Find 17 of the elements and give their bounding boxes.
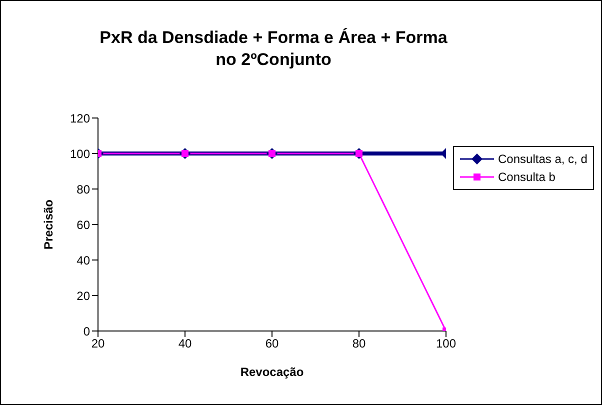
x-tick-label: 100 — [436, 336, 456, 351]
y-tick-label: 100 — [70, 146, 90, 161]
x-tick-label: 60 — [265, 336, 279, 351]
x-tick-label: 80 — [352, 336, 366, 351]
x-tick-label: 40 — [178, 336, 192, 351]
y-tick-label: 40 — [76, 253, 90, 268]
y-tick-label: 20 — [76, 288, 90, 303]
legend-label: Consultas a, c, d — [498, 151, 588, 168]
chart-title: PxR da Densdiade + Forma e Área + Forma no 2ºConjunto — [98, 27, 448, 71]
y-tick-label: 80 — [76, 182, 90, 196]
x-axis-title: Revocação — [240, 365, 304, 379]
y-axis-title: Precisão — [41, 199, 56, 250]
y-tick-label: 60 — [76, 218, 90, 232]
y-tick-label: 0 — [83, 324, 90, 338]
x-tick-label: 20 — [91, 336, 105, 351]
legend-label: Consulta b — [498, 169, 556, 186]
y-tick-label: 120 — [70, 111, 90, 126]
